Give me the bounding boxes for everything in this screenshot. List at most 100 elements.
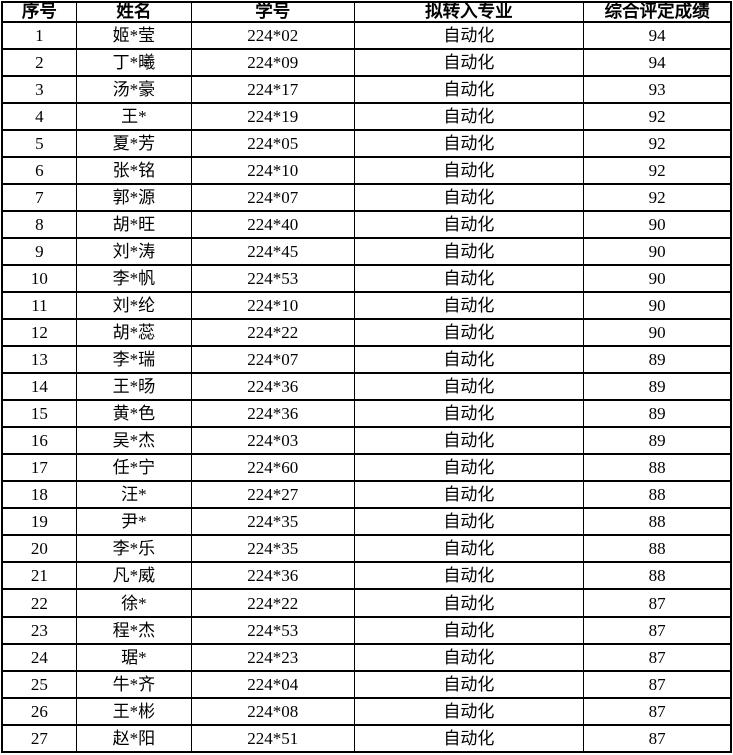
cell-score: 92 (583, 128, 732, 158)
cell-student-id: 224*36 (191, 561, 355, 590)
cell-major: 自动化 (353, 453, 585, 482)
cell-major: 自动化 (353, 47, 585, 77)
cell-student-id: 224*17 (191, 74, 355, 104)
cell-index: 2 (1, 47, 77, 77)
table-row: 6 张*铭 224*10 自动化 92 (1, 155, 732, 185)
cell-major: 自动化 (353, 290, 585, 320)
cell-major: 自动化 (353, 507, 585, 536)
table-row: 14 王*旸 224*36 自动化 89 (1, 372, 732, 401)
cell-name: 胡*旺 (75, 209, 193, 239)
cell-index: 16 (1, 426, 77, 455)
cell-score: 90 (583, 209, 732, 239)
table-row: 21 凡*威 224*36 自动化 88 (1, 561, 732, 590)
cell-student-id: 224*07 (191, 345, 355, 374)
cell-name: 程*杰 (75, 615, 193, 645)
cell-index: 8 (1, 209, 77, 239)
cell-student-id: 224*36 (191, 399, 355, 428)
table-row: 26 王*彬 224*08 自动化 87 (1, 696, 732, 726)
cell-score: 90 (583, 263, 732, 293)
cell-major: 自动化 (353, 155, 585, 185)
cell-student-id: 224*10 (191, 290, 355, 320)
cell-index: 22 (1, 588, 77, 618)
cell-score: 88 (583, 534, 732, 563)
table-row: 20 李*乐 224*35 自动化 88 (1, 534, 732, 563)
cell-name: 丁*曦 (75, 47, 193, 77)
cell-name: 刘*纶 (75, 290, 193, 320)
cell-student-id: 224*40 (191, 209, 355, 239)
cell-major: 自动化 (353, 209, 585, 239)
table-body: 1 姬*莹 224*02 自动化 94 2 丁*曦 224*09 自动化 94 3 汤*豪 224*17… (1, 20, 732, 753)
cell-student-id: 224*02 (191, 20, 355, 50)
cell-student-id: 224*60 (191, 453, 355, 482)
cell-score: 90 (583, 236, 732, 266)
cell-name: 王* (75, 101, 193, 131)
cell-index: 12 (1, 318, 77, 347)
cell-score: 94 (583, 20, 732, 50)
cell-major: 自动化 (353, 74, 585, 104)
cell-major: 自动化 (353, 480, 585, 509)
cell-name: 李*瑞 (75, 345, 193, 374)
cell-student-id: 224*07 (191, 182, 355, 212)
cell-major: 自动化 (353, 20, 585, 50)
cell-index: 20 (1, 534, 77, 563)
cell-name: 胡*蕊 (75, 318, 193, 347)
cell-student-id: 224*53 (191, 615, 355, 645)
cell-name: 凡*威 (75, 561, 193, 590)
table-row: 16 吴*杰 224*03 自动化 89 (1, 426, 732, 455)
cell-score: 93 (583, 74, 732, 104)
cell-major: 自动化 (353, 615, 585, 645)
cell-name: 牛*齐 (75, 669, 193, 699)
cell-index: 14 (1, 372, 77, 401)
cell-index: 5 (1, 128, 77, 158)
cell-student-id: 224*03 (191, 426, 355, 455)
cell-index: 26 (1, 696, 77, 726)
table-row: 24 琚* 224*23 自动化 87 (1, 642, 732, 672)
cell-score: 89 (583, 426, 732, 455)
table-row: 27 赵*阳 224*51 自动化 87 (1, 723, 732, 753)
cell-major: 自动化 (353, 426, 585, 455)
table-row: 4 王* 224*19 自动化 92 (1, 101, 732, 131)
cell-student-id: 224*08 (191, 696, 355, 726)
cell-index: 7 (1, 182, 77, 212)
cell-student-id: 224*45 (191, 236, 355, 266)
cell-name: 张*铭 (75, 155, 193, 185)
cell-student-id: 224*35 (191, 507, 355, 536)
cell-student-id: 224*09 (191, 47, 355, 77)
cell-score: 87 (583, 588, 732, 618)
table-row: 3 汤*豪 224*17 自动化 93 (1, 74, 732, 104)
header-row: 序号 姓名 学号 拟转入专业 综合评定成绩 (1, 1, 732, 22)
cell-name: 汤*豪 (75, 74, 193, 104)
cell-student-id: 224*36 (191, 372, 355, 401)
cell-score: 88 (583, 507, 732, 536)
cell-score: 87 (583, 642, 732, 672)
cell-score: 87 (583, 696, 732, 726)
cell-score: 89 (583, 399, 732, 428)
cell-index: 27 (1, 723, 77, 753)
cell-index: 19 (1, 507, 77, 536)
cell-score: 90 (583, 290, 732, 320)
column-header-student-id: 学号 (191, 1, 355, 22)
table-row: 8 胡*旺 224*40 自动化 90 (1, 209, 732, 239)
cell-name: 尹* (75, 507, 193, 536)
cell-score: 87 (583, 615, 732, 645)
table-row: 22 徐* 224*22 自动化 87 (1, 588, 732, 618)
cell-index: 18 (1, 480, 77, 509)
cell-student-id: 224*04 (191, 669, 355, 699)
cell-major: 自动化 (353, 345, 585, 374)
table-row: 1 姬*莹 224*02 自动化 94 (1, 20, 732, 50)
cell-student-id: 224*19 (191, 101, 355, 131)
cell-student-id: 224*22 (191, 588, 355, 618)
cell-index: 13 (1, 345, 77, 374)
cell-major: 自动化 (353, 669, 585, 699)
cell-major: 自动化 (353, 318, 585, 347)
table-row: 19 尹* 224*35 自动化 88 (1, 507, 732, 536)
column-header-major: 拟转入专业 (353, 1, 585, 22)
table-row: 11 刘*纶 224*10 自动化 90 (1, 290, 732, 320)
table-row: 18 汪* 224*27 自动化 88 (1, 480, 732, 509)
cell-student-id: 224*51 (191, 723, 355, 753)
cell-student-id: 224*53 (191, 263, 355, 293)
cell-student-id: 224*05 (191, 128, 355, 158)
cell-major: 自动化 (353, 182, 585, 212)
table-row: 5 夏*芳 224*05 自动化 92 (1, 128, 732, 158)
table-row: 15 黄*色 224*36 自动化 89 (1, 399, 732, 428)
